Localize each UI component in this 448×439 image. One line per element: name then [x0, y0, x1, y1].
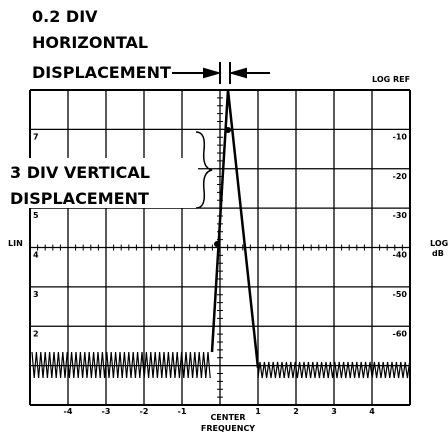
- right-scale-label: -30: [393, 211, 408, 220]
- left-scale-label: 4: [33, 251, 39, 260]
- signal-peak: [210, 89, 260, 369]
- right-scale-label: -40: [393, 251, 408, 260]
- label-bg: [8, 158, 198, 208]
- left-scale-label: 3: [33, 290, 39, 299]
- right-scale-label: -50: [393, 290, 408, 299]
- right-scale-label: -60: [393, 329, 408, 338]
- left-scale-label: 7: [33, 132, 39, 141]
- annotation: DISPLACEMENT: [32, 63, 171, 82]
- left-scale-label: 5: [33, 211, 39, 220]
- marker: [225, 127, 231, 133]
- bottom-scale-label: 4: [369, 407, 375, 416]
- left-scale-label: 2: [33, 329, 39, 338]
- bottom-scale-label: 3: [331, 407, 337, 416]
- signal-trace: [31, 351, 411, 379]
- annotation: DISPLACEMENT: [10, 189, 149, 208]
- scales: 7 5 4 3 2 -10 -20 -30 -40 -50 -60 -4 -3 -2 -1 1 2 3 4: [33, 132, 407, 416]
- right-scale-label: -20: [393, 172, 408, 181]
- bottom-scale-label: -2: [140, 407, 149, 416]
- bottom-scale-label: -3: [102, 407, 111, 416]
- center: CENTER: [210, 413, 245, 422]
- center: FREQUENCY: [201, 424, 255, 433]
- log-db: dB: [432, 249, 444, 258]
- log-ref: LOG REF: [372, 75, 410, 84]
- bottom-scale-label: 1: [255, 407, 261, 416]
- annotation: 0.2 DIV: [32, 7, 98, 26]
- graticule: [29, 89, 411, 406]
- annotation: HORIZONTAL: [32, 33, 148, 52]
- annotation: 3 DIV VERTICAL: [10, 163, 150, 182]
- bottom-scale-label: -4: [64, 407, 73, 416]
- lin: LIN: [8, 239, 23, 248]
- log-db: LOG: [430, 239, 448, 248]
- marker: [214, 241, 220, 247]
- arrows: [172, 62, 270, 84]
- right-scale-label: -10: [393, 132, 408, 141]
- bottom-scale-label: 2: [293, 407, 299, 416]
- bottom-scale-label: -1: [178, 407, 187, 416]
- brace: [195, 131, 213, 209]
